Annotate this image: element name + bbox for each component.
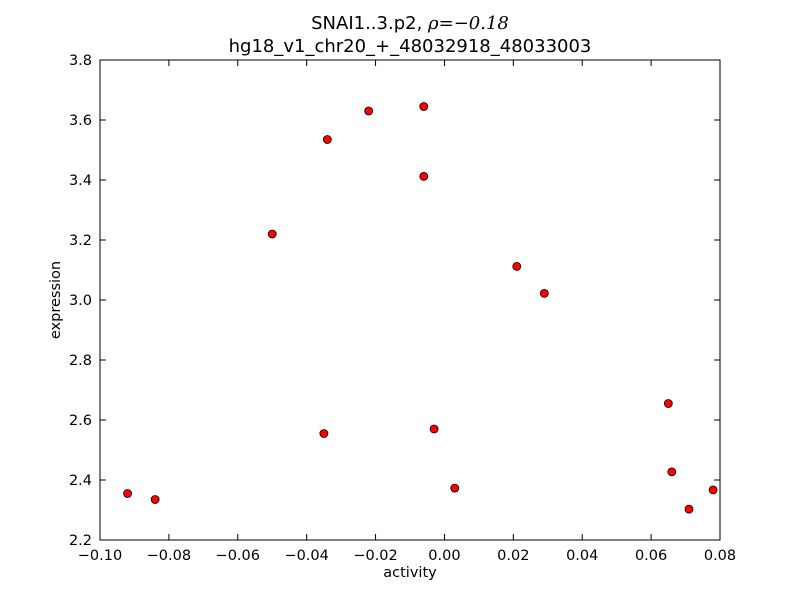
data-point: [663, 399, 673, 408]
data-point: [319, 429, 329, 438]
x-tick-label: 0.06: [635, 548, 667, 564]
chart-title-line2: hg18_v1_chr20_+_48032918_48033003: [229, 36, 592, 57]
data-point: [419, 102, 429, 111]
plot-area: [100, 60, 720, 540]
data-point: [322, 135, 332, 144]
chart-title-line1: SNAI1..3.p2, ρ=−0.18: [311, 13, 509, 34]
y-tick-label: 2.6: [69, 413, 92, 429]
data-point: [429, 424, 439, 434]
x-tick-label: 0.02: [497, 548, 529, 564]
x-tick-label: −0.04: [284, 548, 328, 564]
y-axis-label: expression: [48, 261, 64, 339]
x-tick-label: −0.08: [147, 548, 191, 564]
plot-frame: [99, 59, 721, 541]
data-point: [684, 504, 694, 514]
y-tick-label: 2.8: [69, 353, 92, 369]
data-point: [150, 495, 160, 504]
data-points: [123, 102, 718, 514]
x-tick-label: 0.00: [428, 548, 460, 564]
x-tick-label: −0.06: [216, 548, 260, 564]
data-point: [539, 288, 549, 298]
chart-title-rho: ρ=−0.18: [427, 13, 509, 34]
data-point: [512, 261, 522, 271]
y-tick-label: 3.0: [69, 293, 92, 309]
data-point: [450, 483, 460, 493]
data-point: [708, 485, 718, 495]
x-tick-label: 0.04: [566, 548, 598, 564]
y-tick-label: 3.2: [69, 233, 92, 249]
tick-labels: −0.10 −0.08 −0.06 −0.04 −0.02 0.00 0.02 0.04 0.0…: [69, 53, 736, 564]
data-point: [123, 489, 132, 498]
y-tick-label: 2.4: [69, 473, 92, 489]
y-tick-label: 3.6: [69, 113, 92, 129]
y-tick-label: 3.8: [69, 53, 92, 69]
x-tick-label: 0.08: [704, 548, 736, 564]
y-tick-label: 3.4: [69, 173, 92, 189]
x-tick-label: −0.02: [353, 548, 397, 564]
x-axis-label: activity: [383, 565, 437, 581]
data-point: [419, 171, 429, 181]
y-tick-label: 2.2: [69, 533, 92, 549]
data-point: [267, 229, 277, 239]
chart-title-prefix: SNAI1..3.p2,: [311, 13, 428, 34]
data-point: [364, 106, 374, 116]
x-tick-label: −0.10: [78, 548, 122, 564]
data-point: [667, 467, 677, 477]
